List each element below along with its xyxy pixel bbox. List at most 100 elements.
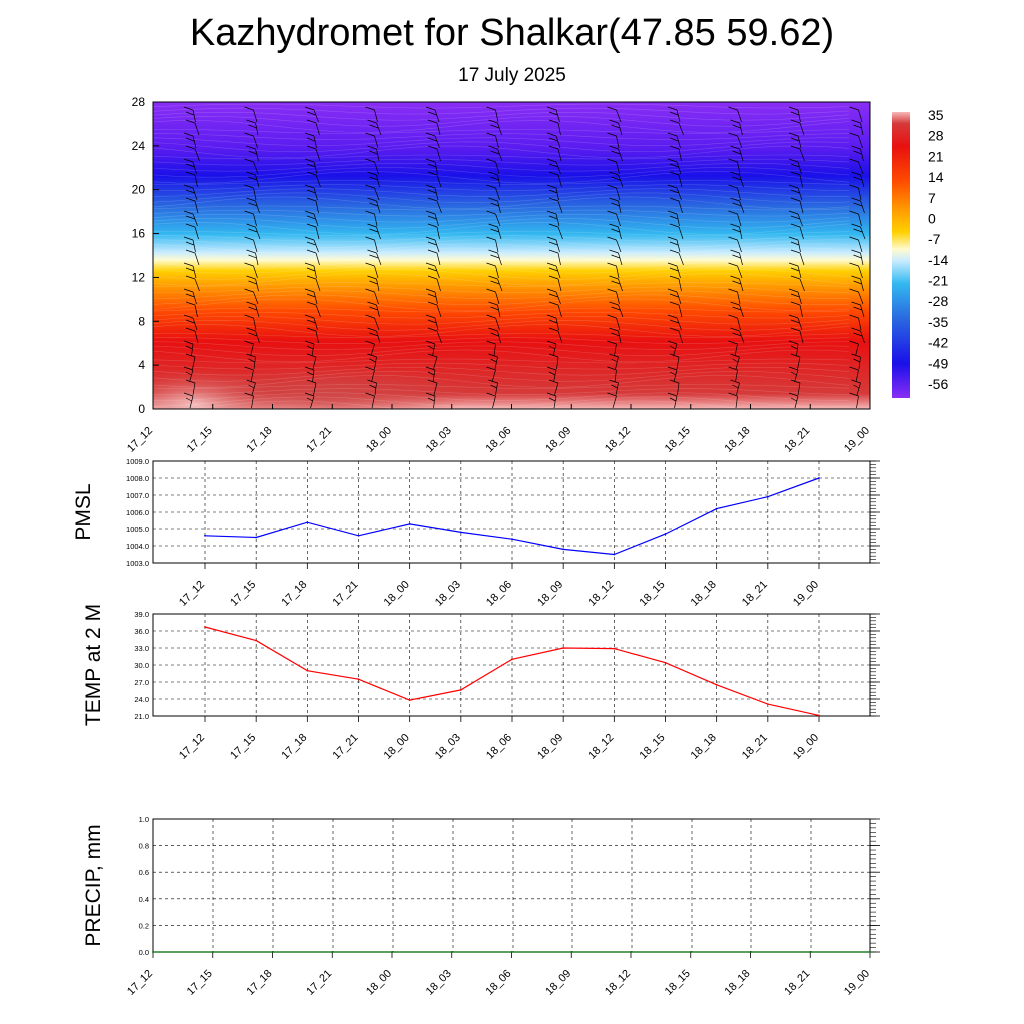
y-tick-label: 33.0 (134, 644, 149, 653)
wind-barb (185, 145, 200, 162)
wind-barb (183, 392, 194, 409)
wind-barb (488, 223, 502, 240)
data-point (255, 639, 258, 642)
wind-barb (304, 340, 315, 357)
wind-barb (669, 275, 682, 292)
x-tick-label: 18_03 (424, 968, 454, 998)
wind-barb (488, 197, 501, 214)
wind-barb (244, 262, 258, 279)
contour-line (153, 107, 850, 115)
contour-line (153, 111, 850, 121)
wind-barb (185, 275, 200, 292)
wind-barb (488, 119, 502, 136)
wind-barb (367, 145, 380, 162)
wind-barb (669, 119, 684, 136)
contour-line (153, 400, 749, 409)
wind-barb (609, 197, 622, 214)
x-tick-label: 17_15 (185, 425, 215, 455)
wind-barb (486, 366, 496, 383)
wind-barb (185, 353, 196, 370)
y-tick-label: 16 (132, 227, 146, 241)
data-point (306, 669, 309, 672)
wind-barb (425, 184, 439, 201)
wind-barb (244, 314, 257, 331)
colorbar-label: 35 (928, 107, 944, 123)
wind-barb (427, 379, 438, 396)
wind-barb (246, 197, 260, 214)
wind-barb (367, 119, 382, 136)
wind-barb (730, 327, 745, 344)
wind-barb (185, 119, 200, 136)
wind-barb (849, 366, 859, 383)
y-tick-label: 1003.0 (126, 559, 149, 568)
wind-barb (607, 288, 620, 305)
x-tick-label: 18_06 (484, 579, 514, 609)
wind-barb (669, 327, 683, 344)
data-point (570, 951, 573, 953)
wind-barb (183, 366, 194, 383)
wind-barb (546, 158, 561, 175)
contour-line (153, 333, 850, 338)
wind-barb (244, 366, 254, 383)
colorbar-label: -21 (928, 273, 948, 289)
wind-barb (486, 392, 496, 409)
data-point (511, 658, 513, 661)
x-tick-label: 18_00 (364, 425, 394, 455)
wind-barb (851, 379, 861, 396)
wind-barb (667, 288, 682, 305)
wind-barb (246, 119, 259, 136)
y-tick-label: 0.6 (139, 868, 149, 877)
wind-barb (849, 158, 864, 175)
wind-barb (546, 106, 560, 123)
wind-barb (183, 314, 198, 331)
data-point (271, 951, 274, 953)
wind-barb (367, 379, 377, 396)
contour-line (153, 273, 850, 286)
wind-barb (365, 236, 378, 253)
data-point (562, 647, 565, 649)
wind-barb (244, 236, 258, 253)
x-tick-label: 17_18 (279, 579, 309, 609)
x-tick-label: 17_18 (245, 425, 275, 455)
wind-barb (548, 171, 562, 188)
x-tick-label: 18_18 (723, 968, 753, 998)
x-tick-label: 18_09 (535, 732, 565, 762)
contour-line (153, 256, 850, 262)
wind-barb (548, 301, 562, 318)
wind-barb (790, 249, 805, 266)
y-tick-label: 39.0 (134, 610, 149, 619)
wind-barb (667, 184, 682, 201)
wind-barb (607, 106, 622, 123)
wind-barb (367, 353, 377, 370)
wind-barb (849, 392, 859, 409)
x-tick-label: 18_12 (586, 579, 616, 609)
wind-barb (427, 353, 438, 370)
wind-barb (728, 288, 741, 305)
wind-barb (788, 184, 803, 201)
wind-barb (486, 210, 501, 227)
x-tick-label: 18_21 (740, 732, 770, 762)
wind-barb (728, 132, 743, 149)
data-point (408, 523, 411, 525)
wind-barb (246, 327, 260, 344)
contour-line (153, 290, 849, 300)
x-tick-label: 19_00 (791, 732, 821, 762)
x-tick-label: 17_15 (228, 579, 258, 609)
wind-barb (425, 366, 436, 383)
wind-barb (486, 314, 500, 331)
x-tick-label: 17_15 (185, 968, 215, 998)
colorbar-label: 7 (928, 190, 936, 206)
wind-barb (546, 262, 561, 279)
wind-barb (788, 106, 801, 123)
wind-barb (367, 223, 381, 240)
contour-line (153, 307, 850, 313)
wind-barb (306, 197, 319, 214)
x-tick-label: 18_03 (433, 579, 463, 609)
y-tick-label: 0.4 (139, 895, 149, 904)
wind-barb (607, 236, 622, 253)
wind-barb (185, 249, 200, 266)
wind-barb (546, 314, 559, 331)
x-tick-label: 18_18 (689, 732, 719, 762)
wind-barb (306, 171, 321, 188)
wind-barb (486, 288, 500, 305)
